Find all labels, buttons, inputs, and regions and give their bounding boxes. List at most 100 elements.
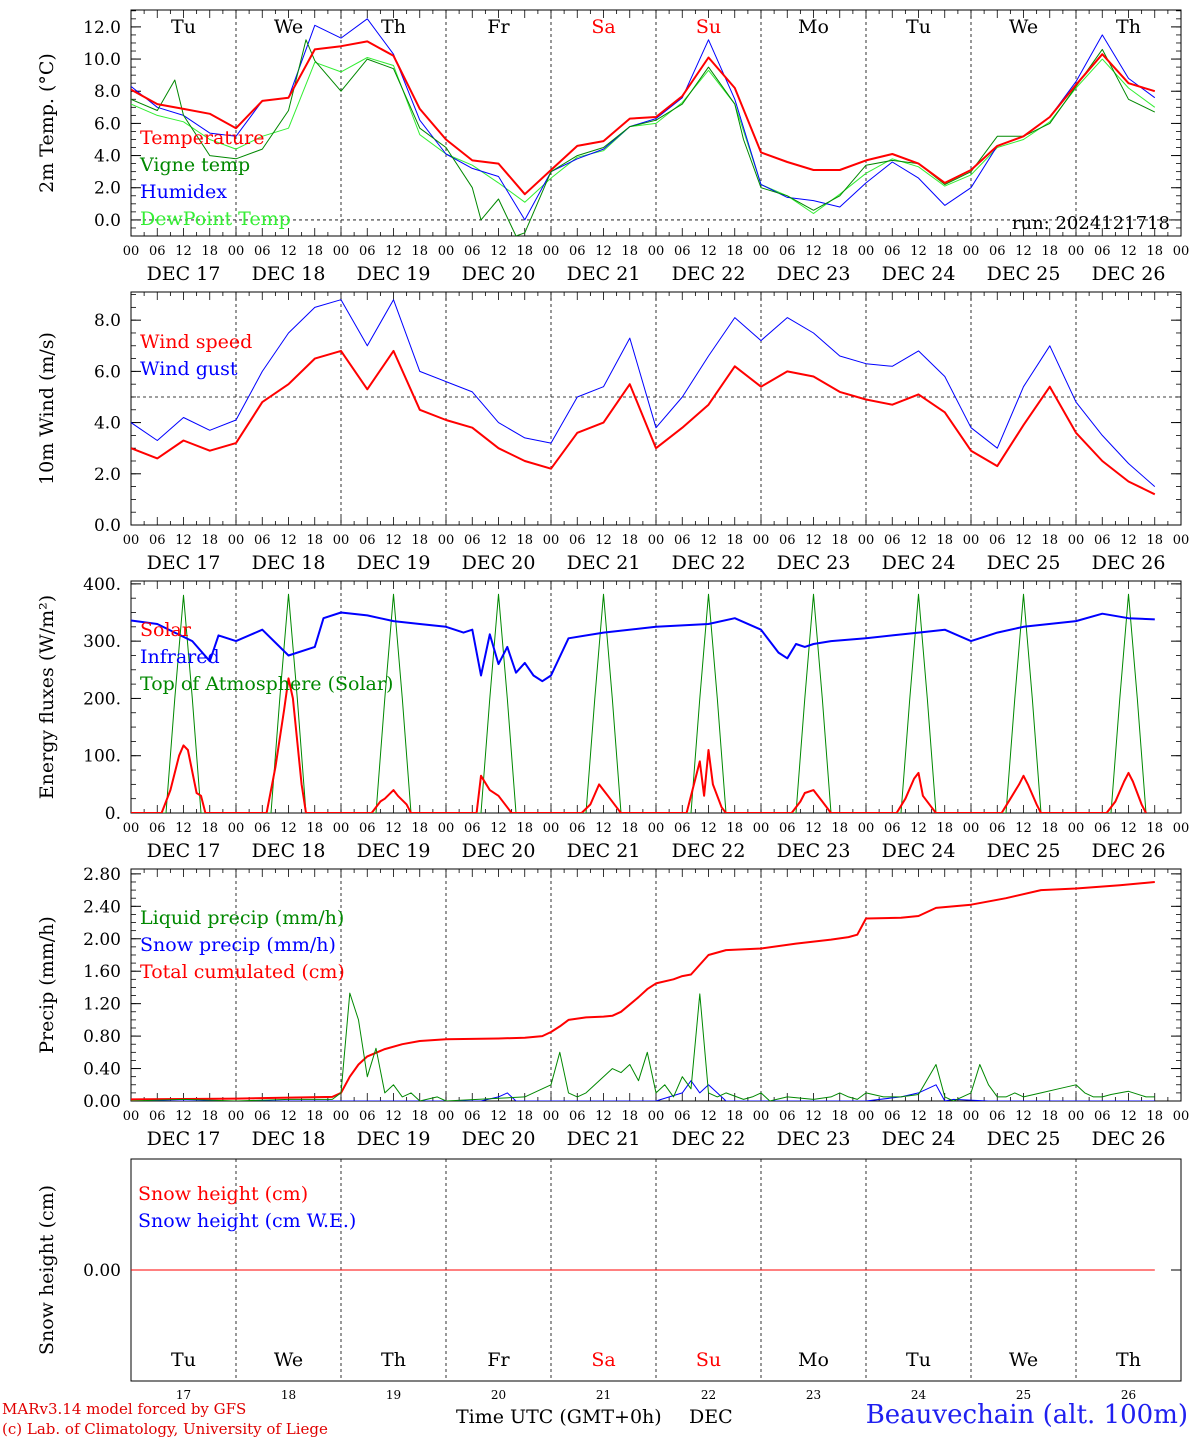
lab-credit: (c) Lab. of Climatology, University of L… [2, 1420, 328, 1438]
hour-tick-label: 06 [359, 244, 376, 259]
hour-tick-label: 00 [753, 1109, 770, 1124]
time-axis-label: Time UTC (GMT+0h) [456, 1406, 662, 1428]
hour-tick-label: 18 [936, 533, 953, 548]
hour-tick-label: 12 [1120, 821, 1137, 836]
series-line-solar [131, 677, 1147, 813]
legend-entry: Temperature [140, 127, 264, 149]
day-of-week-label: Fr [487, 1349, 510, 1371]
hour-tick-label: 06 [359, 1109, 376, 1124]
y-tick-label: 300. [83, 632, 121, 652]
date-label: DEC 19 [357, 840, 431, 862]
hour-tick-label: 06 [254, 533, 271, 548]
hour-tick-label: 06 [464, 1109, 481, 1124]
hour-tick-label: 06 [1094, 533, 1111, 548]
hour-tick-label: 00 [333, 244, 350, 259]
y-tick-label: 100. [83, 747, 121, 767]
hour-tick-label: 00 [228, 533, 245, 548]
hour-tick-label: 12 [1015, 533, 1032, 548]
y-axis-label: 10m Wind (m/s) [36, 332, 58, 485]
date-label: DEC 18 [252, 263, 326, 285]
hour-tick-label: 06 [884, 821, 901, 836]
day-of-week-label: We [1009, 16, 1038, 38]
legend-entry: Total cumulated (cm) [140, 961, 345, 983]
day-of-week-label: Tu [906, 16, 931, 38]
hour-tick-label: 00 [123, 821, 140, 836]
hour-tick-label: 18 [1041, 821, 1058, 836]
day-number-label: 19 [386, 1388, 401, 1402]
hour-tick-label: 12 [280, 533, 297, 548]
legend-entry: Wind gust [140, 358, 238, 380]
hour-tick-label: 00 [753, 244, 770, 259]
date-label: DEC 25 [987, 263, 1061, 285]
hour-tick-label: 06 [254, 244, 271, 259]
hour-tick-label: 06 [989, 244, 1006, 259]
series-line-dewpoint-temp [131, 57, 1156, 214]
y-tick-label: 2.00 [83, 930, 121, 950]
series-line-snow-precip-mm-h- [131, 1080, 1155, 1101]
date-label: DEC 26 [1092, 840, 1166, 862]
hour-tick-label: 00 [858, 821, 875, 836]
hour-tick-label: 18 [201, 244, 218, 259]
hour-tick-label: 06 [884, 533, 901, 548]
hour-tick-label: 18 [831, 1109, 848, 1124]
hour-tick-label: 12 [175, 821, 192, 836]
y-tick-label: 6.0 [94, 114, 121, 134]
series-line-wind-gust [131, 299, 1156, 487]
hour-tick-label: 12 [385, 244, 402, 259]
hour-tick-label: 18 [1146, 244, 1163, 259]
date-label: DEC 18 [252, 552, 326, 574]
hour-tick-label: 00 [543, 244, 560, 259]
legend-entry: Solar [140, 619, 192, 641]
hour-tick-label: 12 [910, 533, 927, 548]
hour-tick-label: 06 [464, 533, 481, 548]
hour-tick-label: 12 [700, 244, 717, 259]
y-tick-label: 1.60 [83, 962, 121, 982]
hour-tick-label: 18 [1146, 821, 1163, 836]
y-tick-label: 0.40 [83, 1060, 121, 1080]
y-tick-label: 12.0 [83, 18, 121, 38]
hour-tick-label: 00 [1173, 1109, 1190, 1124]
legend-entry: Snow height (cm) [138, 1183, 308, 1205]
date-label: DEC 20 [462, 840, 536, 862]
hour-tick-label: 18 [306, 533, 323, 548]
legend-entry: Liquid precip (mm/h) [140, 907, 344, 929]
hour-tick-label: 00 [1173, 533, 1190, 548]
hour-tick-label: 06 [674, 1109, 691, 1124]
hour-tick-label: 18 [621, 1109, 638, 1124]
hour-tick-label: 00 [438, 1109, 455, 1124]
y-tick-label: 0.0 [94, 211, 121, 231]
y-tick-label: 0.80 [83, 1027, 121, 1047]
panel-wind: 00 06 12 18 00 06 12 18 00 06 12 18 00 06 12 18 00 06 12 18… [36, 291, 1190, 574]
day-of-week-label: Su [696, 16, 721, 38]
y-axis-label: 2m Temp. (°C) [36, 53, 58, 193]
day-number-label: 17 [176, 1388, 191, 1402]
y-tick-label: 2.80 [83, 865, 121, 885]
hour-tick-label: 12 [1015, 821, 1032, 836]
day-of-week-label: Th [381, 1349, 406, 1371]
y-axis-label: Energy fluxes (W/m²) [36, 595, 58, 799]
hour-tick-label: 18 [201, 821, 218, 836]
hour-tick-label: 12 [385, 1109, 402, 1124]
day-number-label: 18 [281, 1388, 296, 1402]
hour-tick-label: 12 [1120, 1109, 1137, 1124]
hour-tick-label: 12 [910, 244, 927, 259]
hour-tick-label: 00 [123, 533, 140, 548]
legend-entry: Snow height (cm W.E.) [138, 1210, 356, 1232]
date-label: DEC 21 [567, 552, 641, 574]
hour-tick-label: 18 [306, 821, 323, 836]
hour-tick-label: 18 [516, 1109, 533, 1124]
hour-tick-label: 06 [989, 1109, 1006, 1124]
hour-tick-label: 18 [936, 821, 953, 836]
hour-tick-label: 12 [700, 821, 717, 836]
day-of-week-label: Sa [591, 16, 615, 38]
hour-tick-label: 00 [123, 1109, 140, 1124]
hour-tick-label: 00 [858, 533, 875, 548]
date-label: DEC 21 [567, 263, 641, 285]
hour-tick-label: 00 [963, 244, 980, 259]
hour-tick-label: 06 [359, 821, 376, 836]
legend-entry: Wind speed [140, 331, 252, 353]
date-label: DEC 23 [777, 263, 851, 285]
hour-tick-label: 06 [569, 244, 586, 259]
date-label: DEC 25 [987, 840, 1061, 862]
hour-tick-label: 00 [228, 244, 245, 259]
